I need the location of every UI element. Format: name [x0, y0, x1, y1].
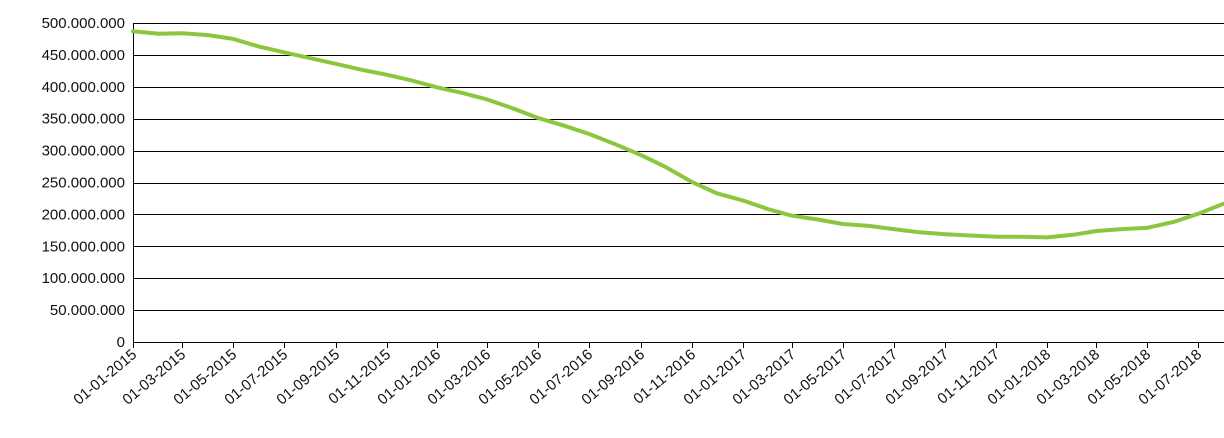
y-tick-label: 100.000.000 — [42, 270, 125, 287]
y-tick-label: 150.000.000 — [42, 238, 125, 255]
y-tick-label: 300.000.000 — [42, 143, 125, 160]
x-axis-tick-labels: 01-01-201501-03-201501-05-201501-07-2015… — [70, 346, 1205, 408]
series-line — [131, 29, 1224, 240]
axes — [132, 23, 1224, 348]
y-tick-label: 350.000.000 — [42, 111, 125, 128]
y-tick-label: 500.000.000 — [42, 15, 125, 32]
y-tick-label: 200.000.000 — [42, 206, 125, 223]
y-tick-label: 250.000.000 — [42, 175, 125, 192]
y-axis-tick-labels: 0 50.000.000 100.000.000 150.000.000 200.000… — [42, 15, 125, 351]
y-tick-label: 0 — [117, 334, 125, 351]
gridlines — [133, 23, 1224, 311]
series-layer — [131, 29, 1224, 240]
y-tick-label: 450.000.000 — [42, 47, 125, 64]
y-tick-label: 400.000.000 — [42, 79, 125, 96]
y-tick-label: 50.000.000 — [50, 302, 125, 319]
